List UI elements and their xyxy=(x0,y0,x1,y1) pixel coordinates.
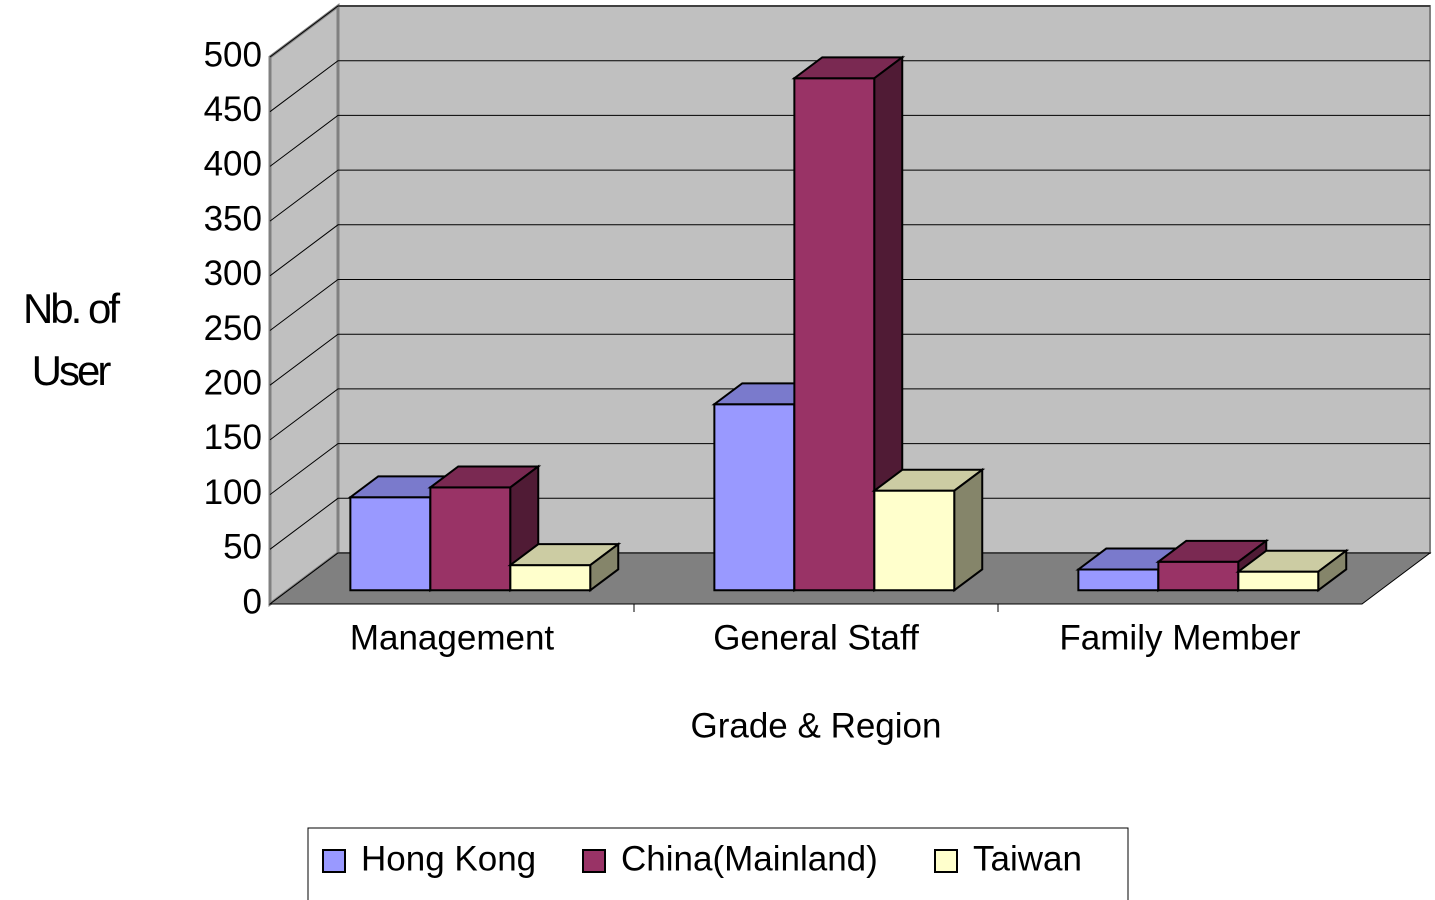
legend-box xyxy=(307,827,1129,900)
bar-front xyxy=(349,496,432,592)
y-tick-label: 50 xyxy=(223,528,262,567)
y-tick-label: 250 xyxy=(204,309,262,348)
grid-line xyxy=(269,60,1430,113)
grid-line xyxy=(269,224,1430,277)
bar-front xyxy=(1077,568,1160,592)
bar-front xyxy=(873,489,956,592)
legend-swatch xyxy=(582,849,606,873)
grid-line xyxy=(269,497,1430,550)
y-tick-label: 300 xyxy=(204,254,262,293)
y-tick-label: 200 xyxy=(204,363,262,402)
x-axis-title: Grade & Region xyxy=(691,706,942,745)
bar-front xyxy=(429,486,512,592)
bar-front xyxy=(713,403,796,592)
grid-line xyxy=(269,443,1430,496)
x-tick-label: Family Member xyxy=(1059,618,1300,657)
legend-label: Hong Kong xyxy=(361,839,536,878)
y-tick-label: 150 xyxy=(204,418,262,457)
y-tick-label: 400 xyxy=(204,145,262,184)
bar-side xyxy=(1317,548,1348,593)
bar-front xyxy=(1237,570,1320,592)
x-tick-label: Management xyxy=(350,618,555,657)
bar-front xyxy=(793,77,876,592)
grid-line xyxy=(269,5,1430,58)
bar-side xyxy=(953,467,984,593)
grid-line xyxy=(269,169,1430,222)
y-tick-label: 450 xyxy=(204,90,262,129)
bar-front xyxy=(509,564,592,592)
grid-line xyxy=(269,388,1430,441)
legend-label: China(Mainland) xyxy=(621,839,878,878)
y-tick-label: 500 xyxy=(204,35,262,74)
y-axis-title: Nb. of User xyxy=(22,285,120,394)
bar-front xyxy=(1157,560,1240,592)
y-tick-label: 350 xyxy=(204,199,262,238)
x-tick-label: General Staff xyxy=(713,618,919,657)
y-tick-label: 0 xyxy=(243,582,262,621)
legend-label: Taiwan xyxy=(973,839,1082,878)
legend-swatch xyxy=(322,849,346,873)
legend-swatch xyxy=(934,849,958,873)
y-tick-label: 100 xyxy=(204,473,262,512)
grid-line xyxy=(269,114,1430,167)
grid-line xyxy=(269,279,1430,331)
grid-line xyxy=(269,333,1430,386)
bar-side xyxy=(589,542,620,593)
